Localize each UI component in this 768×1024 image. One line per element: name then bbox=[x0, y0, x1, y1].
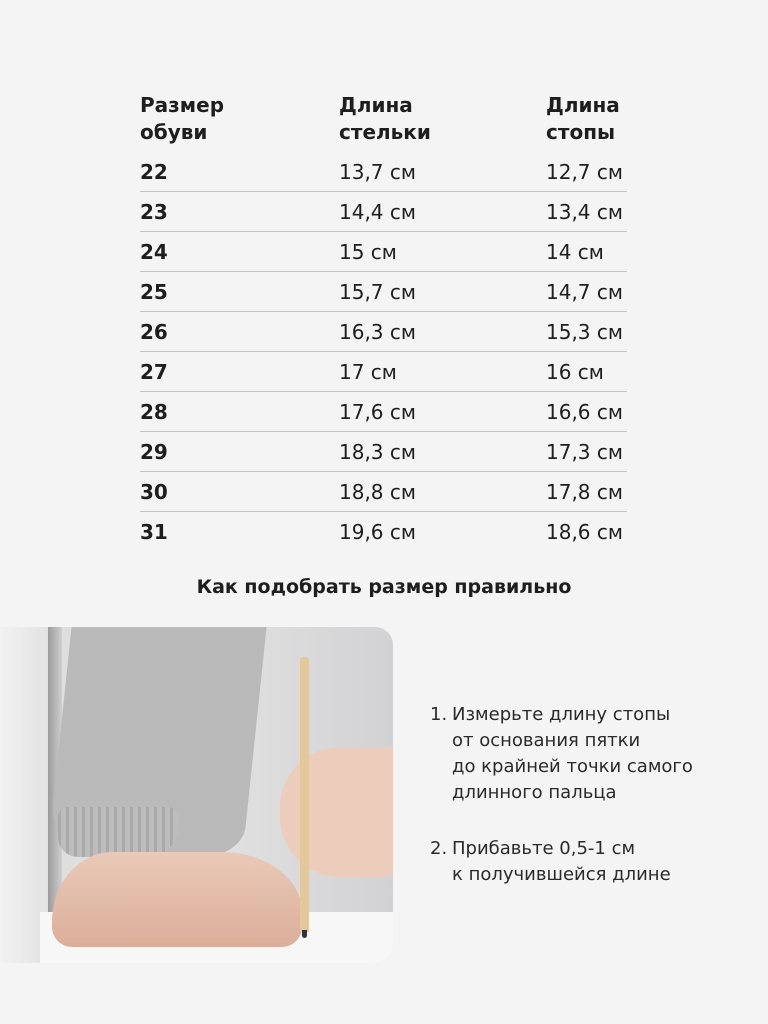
cell-foot-length: 18,6 см bbox=[546, 520, 623, 544]
cell-foot-length: 17,8 см bbox=[546, 479, 623, 504]
cell-foot-length: 15,3 см bbox=[546, 319, 623, 344]
cell-insole-length: 18,3 см bbox=[339, 439, 416, 464]
table-header: Размер обуви Длина стельки Длина стопы bbox=[140, 92, 627, 152]
cell-insole-length: 17,6 см bbox=[339, 399, 416, 424]
table-row: 29 18,3 см 17,3 см bbox=[140, 432, 627, 472]
foot-measuring-photo bbox=[0, 627, 393, 963]
cell-shoe-size: 25 bbox=[140, 279, 168, 304]
table-row: 28 17,6 см 16,6 см bbox=[140, 392, 627, 432]
step-text: Измерьте длину стопы от основания пятки … bbox=[452, 704, 693, 803]
header-insole-length: Длина стельки bbox=[339, 93, 431, 144]
cell-insole-length: 16,3 см bbox=[339, 319, 416, 344]
table-row: 31 19,6 см 18,6 см bbox=[140, 512, 627, 552]
size-table: Размер обуви Длина стельки Длина стопы 2… bbox=[140, 92, 627, 552]
instructions-list: 1. Измерьте длину стопы от основания пят… bbox=[430, 702, 693, 918]
header-shoe-size: Размер обуви bbox=[140, 93, 225, 144]
cell-foot-length: 16,6 см bbox=[546, 399, 623, 424]
step-number: 1. bbox=[430, 704, 448, 725]
cell-insole-length: 17 см bbox=[339, 359, 397, 384]
cell-foot-length: 17,3 см bbox=[546, 439, 623, 464]
cell-insole-length: 14,4 см bbox=[339, 199, 416, 224]
cell-shoe-size: 28 bbox=[140, 399, 168, 424]
cell-insole-length: 18,8 см bbox=[339, 479, 416, 504]
instruction-step: 1. Измерьте длину стопы от основания пят… bbox=[430, 702, 693, 806]
cell-foot-length: 12,7 см bbox=[546, 159, 623, 184]
cell-shoe-size: 24 bbox=[140, 239, 168, 264]
table-row: 27 17 см 16 см bbox=[140, 352, 627, 392]
cell-insole-length: 15 см bbox=[339, 239, 397, 264]
cell-foot-length: 16 см bbox=[546, 359, 604, 384]
table-row: 30 18,8 см 17,8 см bbox=[140, 472, 627, 512]
cell-foot-length: 14 см bbox=[546, 239, 604, 264]
cell-insole-length: 15,7 см bbox=[339, 279, 416, 304]
table-row: 26 16,3 см 15,3 см bbox=[140, 312, 627, 352]
step-number: 2. bbox=[430, 838, 448, 859]
table-row: 23 14,4 см 13,4 см bbox=[140, 192, 627, 232]
table-row: 24 15 см 14 см bbox=[140, 232, 627, 272]
cell-shoe-size: 22 bbox=[140, 159, 168, 184]
cell-shoe-size: 31 bbox=[140, 520, 168, 544]
cell-shoe-size: 23 bbox=[140, 199, 168, 224]
header-foot-length: Длина стопы bbox=[546, 93, 620, 144]
section-title: Как подобрать размер правильно bbox=[196, 576, 572, 598]
cell-shoe-size: 27 bbox=[140, 359, 168, 384]
cell-shoe-size: 26 bbox=[140, 319, 168, 344]
cell-shoe-size: 29 bbox=[140, 439, 168, 464]
cell-foot-length: 13,4 см bbox=[546, 199, 623, 224]
step-text: Прибавьте 0,5-1 см к получившейся длине bbox=[452, 838, 671, 885]
table-row: 22 13,7 см 12,7 см bbox=[140, 152, 627, 192]
table-row: 25 15,7 см 14,7 см bbox=[140, 272, 627, 312]
cell-shoe-size: 30 bbox=[140, 479, 168, 504]
cell-foot-length: 14,7 см bbox=[546, 279, 623, 304]
cell-insole-length: 13,7 см bbox=[339, 159, 416, 184]
instruction-step: 2. Прибавьте 0,5-1 см к получившейся дли… bbox=[430, 836, 693, 888]
cell-insole-length: 19,6 см bbox=[339, 520, 416, 544]
